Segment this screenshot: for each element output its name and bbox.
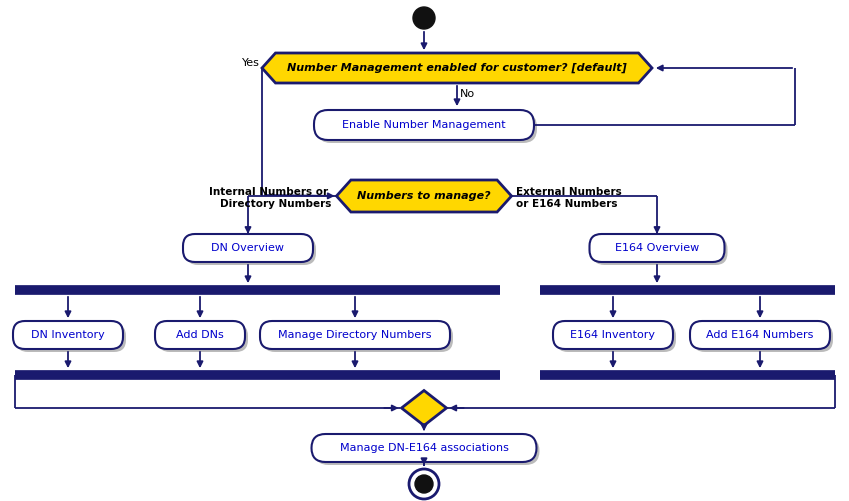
Text: E164 Overview: E164 Overview — [615, 243, 699, 253]
Circle shape — [413, 7, 435, 29]
FancyBboxPatch shape — [593, 237, 728, 265]
FancyBboxPatch shape — [693, 324, 833, 352]
FancyBboxPatch shape — [186, 237, 316, 265]
FancyBboxPatch shape — [155, 321, 245, 349]
Text: External Numbers: External Numbers — [516, 187, 622, 197]
FancyBboxPatch shape — [317, 113, 537, 143]
Text: Add E164 Numbers: Add E164 Numbers — [706, 330, 813, 340]
Text: DN Overview: DN Overview — [211, 243, 284, 253]
FancyBboxPatch shape — [263, 324, 453, 352]
FancyBboxPatch shape — [314, 110, 534, 140]
FancyBboxPatch shape — [183, 234, 313, 262]
FancyBboxPatch shape — [690, 321, 830, 349]
Text: E164 Inventory: E164 Inventory — [571, 330, 655, 340]
FancyBboxPatch shape — [16, 324, 126, 352]
FancyBboxPatch shape — [13, 321, 123, 349]
Text: Manage DN-E164 associations: Manage DN-E164 associations — [340, 443, 509, 453]
FancyBboxPatch shape — [314, 437, 539, 465]
Text: Yes: Yes — [242, 58, 260, 68]
Polygon shape — [336, 180, 511, 212]
Text: Numbers to manage?: Numbers to manage? — [357, 191, 491, 201]
FancyBboxPatch shape — [312, 434, 537, 462]
FancyBboxPatch shape — [556, 324, 676, 352]
Circle shape — [415, 475, 433, 493]
FancyBboxPatch shape — [158, 324, 248, 352]
Text: Internal Numbers or: Internal Numbers or — [209, 187, 331, 197]
FancyBboxPatch shape — [589, 234, 724, 262]
Text: Number Management enabled for customer? [default]: Number Management enabled for customer? … — [287, 63, 627, 73]
Text: No: No — [459, 89, 475, 99]
Polygon shape — [262, 53, 652, 83]
FancyBboxPatch shape — [553, 321, 673, 349]
Text: Enable Number Management: Enable Number Management — [342, 120, 506, 130]
Polygon shape — [402, 390, 447, 425]
Text: Directory Numbers: Directory Numbers — [220, 199, 331, 209]
Text: DN Inventory: DN Inventory — [31, 330, 105, 340]
Text: Manage Directory Numbers: Manage Directory Numbers — [278, 330, 432, 340]
Text: Add DNs: Add DNs — [176, 330, 224, 340]
FancyBboxPatch shape — [260, 321, 450, 349]
Text: or E164 Numbers: or E164 Numbers — [516, 199, 618, 209]
